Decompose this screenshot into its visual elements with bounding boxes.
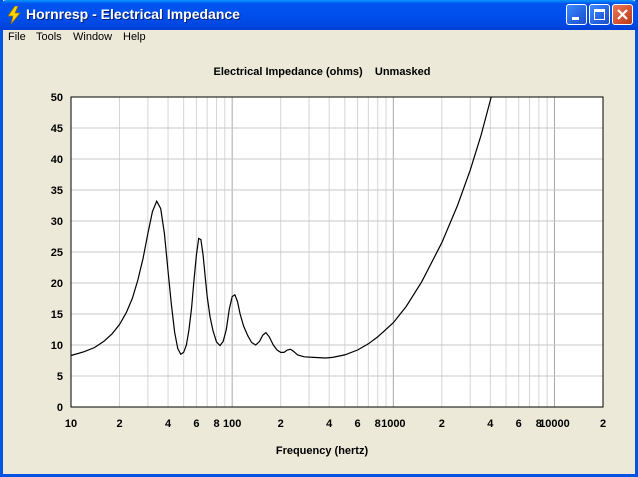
- x-tick-label: 10000: [539, 418, 570, 430]
- impedance-curve: [70, 96, 492, 359]
- menu-tools[interactable]: Tools: [36, 31, 62, 43]
- y-tick-label: 45: [51, 123, 63, 135]
- y-tick-label: 30: [51, 216, 63, 228]
- chart-title: Electrical Impedance (ohms) Unmasked: [213, 66, 431, 78]
- window-title: Hornresp - Electrical Impedance: [26, 6, 240, 22]
- menu-bar: File Tools Window Help: [3, 30, 635, 48]
- y-tick-labels: 0 5 10 15 20 25 30 35 40 45 50: [51, 92, 63, 414]
- y-tick-label: 5: [57, 371, 63, 383]
- x-tick-label: 4: [487, 418, 494, 430]
- x-tick-label: 2: [278, 418, 284, 430]
- grid-lines: [71, 97, 603, 407]
- y-tick-label: 20: [51, 278, 63, 290]
- x-tick-label: 4: [165, 418, 172, 430]
- close-icon: [617, 9, 628, 20]
- close-button[interactable]: [612, 4, 633, 25]
- x-tick-label: 6: [516, 418, 522, 430]
- y-tick-label: 50: [51, 92, 63, 104]
- y-tick-label: 25: [51, 247, 63, 259]
- x-axis-label: Frequency (hertz): [275, 445, 369, 457]
- menu-window[interactable]: Window: [73, 31, 113, 43]
- menu-file[interactable]: File: [8, 31, 26, 43]
- x-tick-label: 100: [223, 418, 241, 430]
- x-tick-label: 6: [355, 418, 361, 430]
- y-tick-label: 15: [51, 309, 63, 321]
- chart-area: Electrical Impedance (ohms) Unmasked 0 5 1…: [3, 48, 635, 474]
- y-tick-label: 10: [51, 340, 63, 352]
- plot-frame: [70, 96, 604, 408]
- x-tick-label: 1000: [381, 418, 405, 430]
- maximize-button[interactable]: [589, 4, 610, 25]
- y-tick-label: 0: [57, 402, 63, 414]
- x-tick-label: 8: [213, 418, 219, 430]
- y-tick-label: 35: [51, 185, 63, 197]
- x-tick-label: 8: [375, 418, 381, 430]
- x-tick-label: 6: [193, 418, 199, 430]
- x-tick-label: 2: [600, 418, 606, 430]
- x-tick-label: 8: [536, 418, 542, 430]
- menu-help[interactable]: Help: [123, 31, 146, 43]
- maximize-icon: [594, 9, 605, 20]
- minimize-icon: [572, 17, 579, 20]
- y-tick-label: 40: [51, 154, 63, 166]
- lightning-app-icon: [7, 6, 21, 24]
- x-tick-label: 10: [65, 418, 77, 430]
- x-tick-label: 4: [326, 418, 333, 430]
- x-tick-label: 2: [439, 418, 445, 430]
- x-tick-label: 2: [116, 418, 122, 430]
- minimize-button[interactable]: [566, 4, 587, 25]
- title-bar[interactable]: Hornresp - Electrical Impedance: [0, 0, 638, 30]
